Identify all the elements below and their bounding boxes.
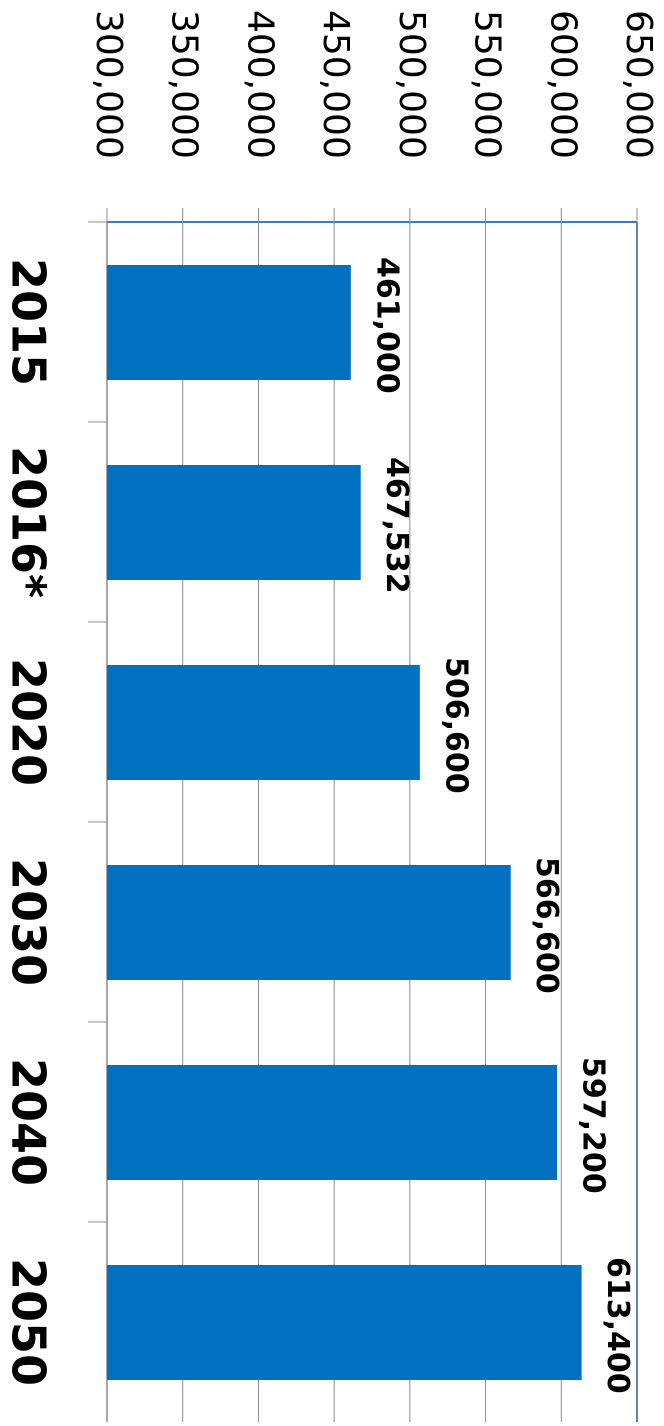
- data-label: 461,000: [369, 257, 404, 394]
- x-tick-label: 2015: [2, 258, 56, 386]
- x-tick-label: 2016*: [2, 446, 56, 598]
- data-label: 597,200: [576, 1057, 611, 1194]
- bar: [107, 265, 351, 380]
- bar: [107, 1265, 582, 1380]
- bar: [107, 1065, 558, 1180]
- y-tick-label: 350,000: [164, 10, 205, 159]
- data-label: 506,600: [438, 657, 473, 794]
- x-tick-label: 2040: [2, 1058, 56, 1186]
- bar: [107, 865, 511, 980]
- x-tick-label: 2050: [2, 1258, 56, 1386]
- y-tick-label: 500,000: [391, 10, 432, 159]
- y-tick-label: 600,000: [542, 10, 583, 159]
- data-label: 467,532: [379, 457, 414, 594]
- y-tick-label: 450,000: [315, 10, 356, 159]
- data-label: 613,400: [600, 1257, 635, 1394]
- y-tick-label: 300,000: [88, 10, 129, 159]
- bar: [107, 665, 420, 780]
- data-label: 566,600: [529, 857, 564, 994]
- x-tick-label: 2020: [2, 658, 56, 786]
- y-tick-label: 650,000: [618, 10, 659, 159]
- y-tick-label: 400,000: [239, 10, 280, 159]
- bar: [107, 465, 361, 580]
- y-tick-label: 550,000: [467, 10, 508, 159]
- x-tick-label: 2030: [2, 858, 56, 986]
